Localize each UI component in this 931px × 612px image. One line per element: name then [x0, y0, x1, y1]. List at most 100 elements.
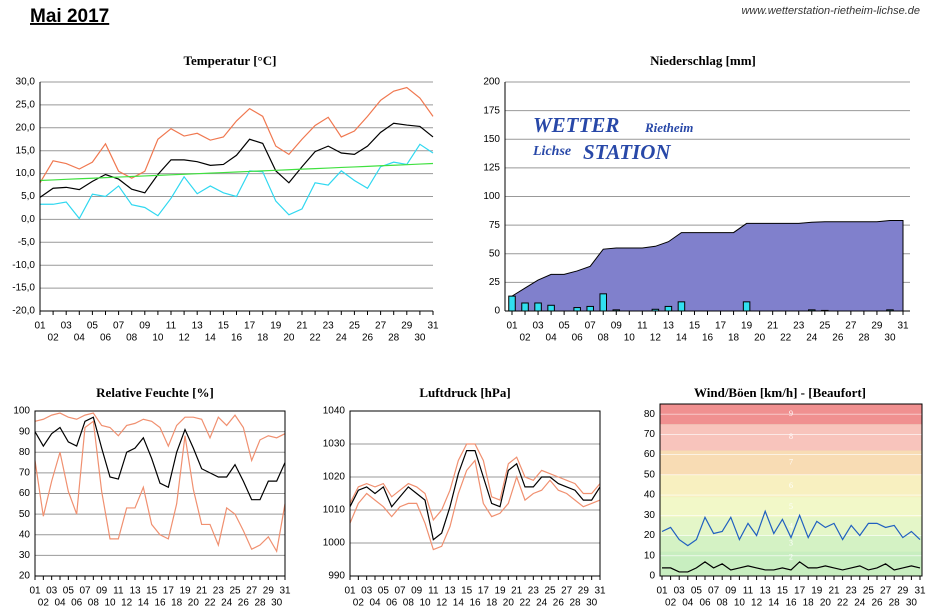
bar — [742, 301, 751, 312]
logo-text: STATION — [583, 140, 671, 164]
beaufort-label: 2 — [789, 553, 793, 562]
beaufort-label: 3 — [789, 538, 793, 547]
x-tick-label: 17 — [163, 586, 175, 597]
x-tick-label: 07 — [708, 586, 720, 597]
x-tick-label: 09 — [725, 586, 737, 597]
y-tick-label: 1010 — [323, 505, 346, 516]
chart-title: Temperatur [°C] — [184, 53, 277, 68]
chart-title: Relative Feuchte [%] — [96, 385, 214, 400]
y-tick-label: 70 — [644, 429, 656, 440]
x-tick-label: 23 — [323, 321, 335, 332]
x-tick-label: 21 — [828, 586, 840, 597]
x-tick-label: 04 — [546, 333, 558, 344]
x-tick-label: 26 — [871, 598, 883, 609]
x-tick-label: 14 — [138, 598, 150, 609]
x-tick-label: 10 — [419, 598, 431, 609]
x-tick-label: 18 — [257, 333, 269, 344]
chart-title: Wind/Böen [km/h] - [Beaufort] — [694, 385, 866, 400]
x-tick-label: 24 — [806, 333, 818, 344]
x-tick-label: 21 — [767, 321, 779, 332]
x-tick-label: 28 — [889, 598, 901, 609]
x-tick-label: 17 — [478, 586, 490, 597]
x-tick-label: 16 — [154, 598, 166, 609]
x-tick-label: 13 — [192, 321, 204, 332]
y-tick-label: 25 — [489, 277, 501, 288]
chart-title: Luftdruck [hPa] — [419, 385, 510, 400]
x-tick-label: 05 — [87, 321, 99, 332]
beaufort-label: 7 — [789, 458, 793, 467]
x-tick-label: 14 — [676, 333, 688, 344]
beaufort-label: 5 — [789, 502, 793, 511]
x-tick-label: 06 — [572, 333, 584, 344]
x-tick-label: 31 — [427, 321, 439, 332]
x-tick-label: 10 — [152, 333, 164, 344]
x-tick-label: 17 — [794, 586, 806, 597]
x-tick-label: 24 — [221, 598, 233, 609]
y-tick-label: 1000 — [323, 538, 346, 549]
y-tick-label: 175 — [483, 105, 500, 116]
x-tick-label: 13 — [760, 586, 772, 597]
y-tick-label: 30,0 — [16, 77, 36, 88]
x-tick-label: 13 — [663, 321, 675, 332]
x-tick-label: 11 — [637, 321, 648, 332]
y-tick-label: 125 — [483, 163, 500, 174]
x-tick-label: 23 — [793, 321, 805, 332]
x-tick-label: 25 — [229, 586, 241, 597]
x-tick-label: 27 — [246, 586, 258, 597]
x-tick-label: 11 — [166, 321, 177, 332]
y-tick-label: 50 — [19, 509, 31, 520]
x-tick-label: 21 — [196, 586, 208, 597]
x-tick-label: 02 — [353, 598, 365, 609]
x-tick-label: 03 — [674, 586, 686, 597]
x-tick-label: 30 — [884, 333, 896, 344]
x-tick-label: 06 — [386, 598, 398, 609]
y-tick-label: 1040 — [323, 406, 346, 417]
beaufort-label: 4 — [789, 521, 793, 530]
x-tick-label: 04 — [369, 598, 381, 609]
x-tick-label: 08 — [126, 333, 138, 344]
x-tick-label: 08 — [88, 598, 100, 609]
x-tick-label: 31 — [897, 321, 909, 332]
x-tick-label: 14 — [205, 333, 217, 344]
x-tick-label: 26 — [832, 333, 844, 344]
x-tick-label: 06 — [699, 598, 711, 609]
x-tick-label: 11 — [743, 586, 754, 597]
x-tick-label: 08 — [717, 598, 729, 609]
x-tick-label: 26 — [362, 333, 374, 344]
x-tick-label: 16 — [469, 598, 481, 609]
x-tick-label: 25 — [349, 321, 361, 332]
x-tick-label: 01 — [29, 586, 41, 597]
x-tick-label: 20 — [503, 598, 515, 609]
y-tick-label: 10 — [644, 550, 656, 561]
x-tick-label: 31 — [279, 586, 291, 597]
y-tick-label: 20 — [644, 530, 656, 541]
x-tick-label: 16 — [702, 333, 714, 344]
x-tick-label: 20 — [820, 598, 832, 609]
x-tick-label: 18 — [171, 598, 183, 609]
plot-frame — [659, 403, 923, 577]
x-tick-label: 04 — [54, 598, 66, 609]
x-tick-label: 07 — [113, 321, 125, 332]
x-tick-label: 01 — [506, 321, 518, 332]
plot-background — [350, 411, 600, 576]
data-line — [349, 450, 601, 541]
x-tick-label: 17 — [715, 321, 727, 332]
x-tick-label: 12 — [751, 598, 763, 609]
x-tick-label: 11 — [428, 586, 439, 597]
x-tick-label: 03 — [61, 321, 73, 332]
x-tick-label: 22 — [519, 598, 531, 609]
data-line — [39, 86, 434, 184]
x-tick-label: 27 — [845, 321, 857, 332]
y-tick-label: 100 — [13, 406, 30, 417]
x-tick-label: 30 — [906, 598, 918, 609]
x-tick-label: 31 — [914, 586, 926, 597]
y-tick-label: -20,0 — [12, 306, 35, 317]
x-tick-label: 30 — [586, 598, 598, 609]
y-tick-label: 5,0 — [21, 191, 35, 202]
x-tick-label: 13 — [129, 586, 141, 597]
x-tick-label: 02 — [519, 333, 531, 344]
x-tick-label: 25 — [819, 321, 831, 332]
x-tick-label: 25 — [544, 586, 556, 597]
x-tick-label: 28 — [388, 333, 400, 344]
